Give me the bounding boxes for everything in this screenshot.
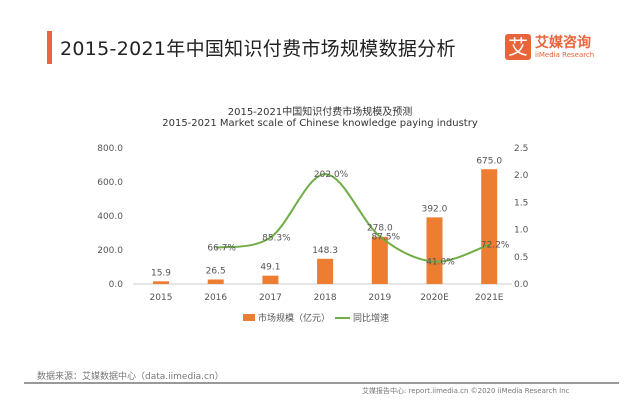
x-tick-label: 2017 xyxy=(259,293,282,303)
line-data-label: 41.0% xyxy=(426,258,455,268)
logo-cn: 艾媒咨询 xyxy=(535,34,591,51)
data-source: 数据来源：艾媒数据中心（data.iimedia.cn） xyxy=(37,372,224,382)
x-tick-label: 2020E xyxy=(420,293,449,303)
bar-data-label: 49.1 xyxy=(260,263,280,273)
bar xyxy=(153,281,169,284)
right-tick-label: 0.5 xyxy=(514,253,528,263)
right-tick-label: 2.5 xyxy=(514,144,528,154)
bar xyxy=(207,279,224,284)
copyright: 艾媒报告中心: report.iimedia.cn ©2020 iiMedia … xyxy=(362,387,570,395)
left-tick-label: 800.0 xyxy=(97,144,123,154)
chart-subtitle: 2015-2021 Market scale of Chinese knowle… xyxy=(162,118,478,129)
bar-data-label: 148.3 xyxy=(312,246,338,256)
right-tick-label: 1.5 xyxy=(514,198,528,208)
bar-data-label: 15.9 xyxy=(151,268,171,278)
legend-bar-label: 市场规模（亿元） xyxy=(258,312,330,324)
right-tick-label: 0.0 xyxy=(514,280,529,290)
bar-data-label: 26.5 xyxy=(206,266,226,276)
left-tick-label: 600.0 xyxy=(97,178,123,188)
logo-en: iiMedia Research xyxy=(535,50,595,59)
bar xyxy=(371,236,388,284)
x-tick-label: 2018 xyxy=(314,293,337,303)
growth-line xyxy=(215,173,490,263)
left-tick-label: 400.0 xyxy=(97,212,123,222)
x-tick-label: 2016 xyxy=(204,293,227,303)
x-tick-label: 2021E xyxy=(475,293,504,303)
bar-data-label: 278.0 xyxy=(367,224,393,234)
legend-bar-swatch xyxy=(243,314,255,321)
legend-line-label: 同比增速 xyxy=(353,312,389,324)
line-data-label: 202.0% xyxy=(314,170,349,180)
chart-title: 2015-2021中国知识付费市场规模及预测 xyxy=(227,107,413,118)
title-accent-bar xyxy=(47,31,52,64)
bar xyxy=(426,217,443,284)
right-tick-label: 1.0 xyxy=(514,226,529,236)
x-tick-label: 2015 xyxy=(150,293,173,303)
x-tick-label: 2019 xyxy=(368,293,391,303)
line-data-label: 66.7% xyxy=(207,244,236,254)
iimedia-logo: 艾 艾媒咨询 iiMedia Research xyxy=(505,34,594,60)
page-title: 2015-2021年中国知识付费市场规模数据分析 xyxy=(60,38,456,60)
left-tick-label: 200.0 xyxy=(97,246,123,256)
logo-mark-icon: 艾 xyxy=(505,34,531,60)
bar-data-label: 392.0 xyxy=(422,204,448,214)
footer-divider xyxy=(24,382,619,384)
bar xyxy=(317,258,334,284)
line-data-label: 87.5% xyxy=(372,232,401,242)
left-tick-label: 0.0 xyxy=(109,280,124,290)
bar-data-label: 675.0 xyxy=(476,156,502,166)
right-tick-label: 2.0 xyxy=(514,171,529,181)
line-data-label: 85.3% xyxy=(262,234,291,244)
bar xyxy=(262,275,279,284)
bar xyxy=(481,169,498,284)
line-data-label: 72.2% xyxy=(481,241,510,251)
